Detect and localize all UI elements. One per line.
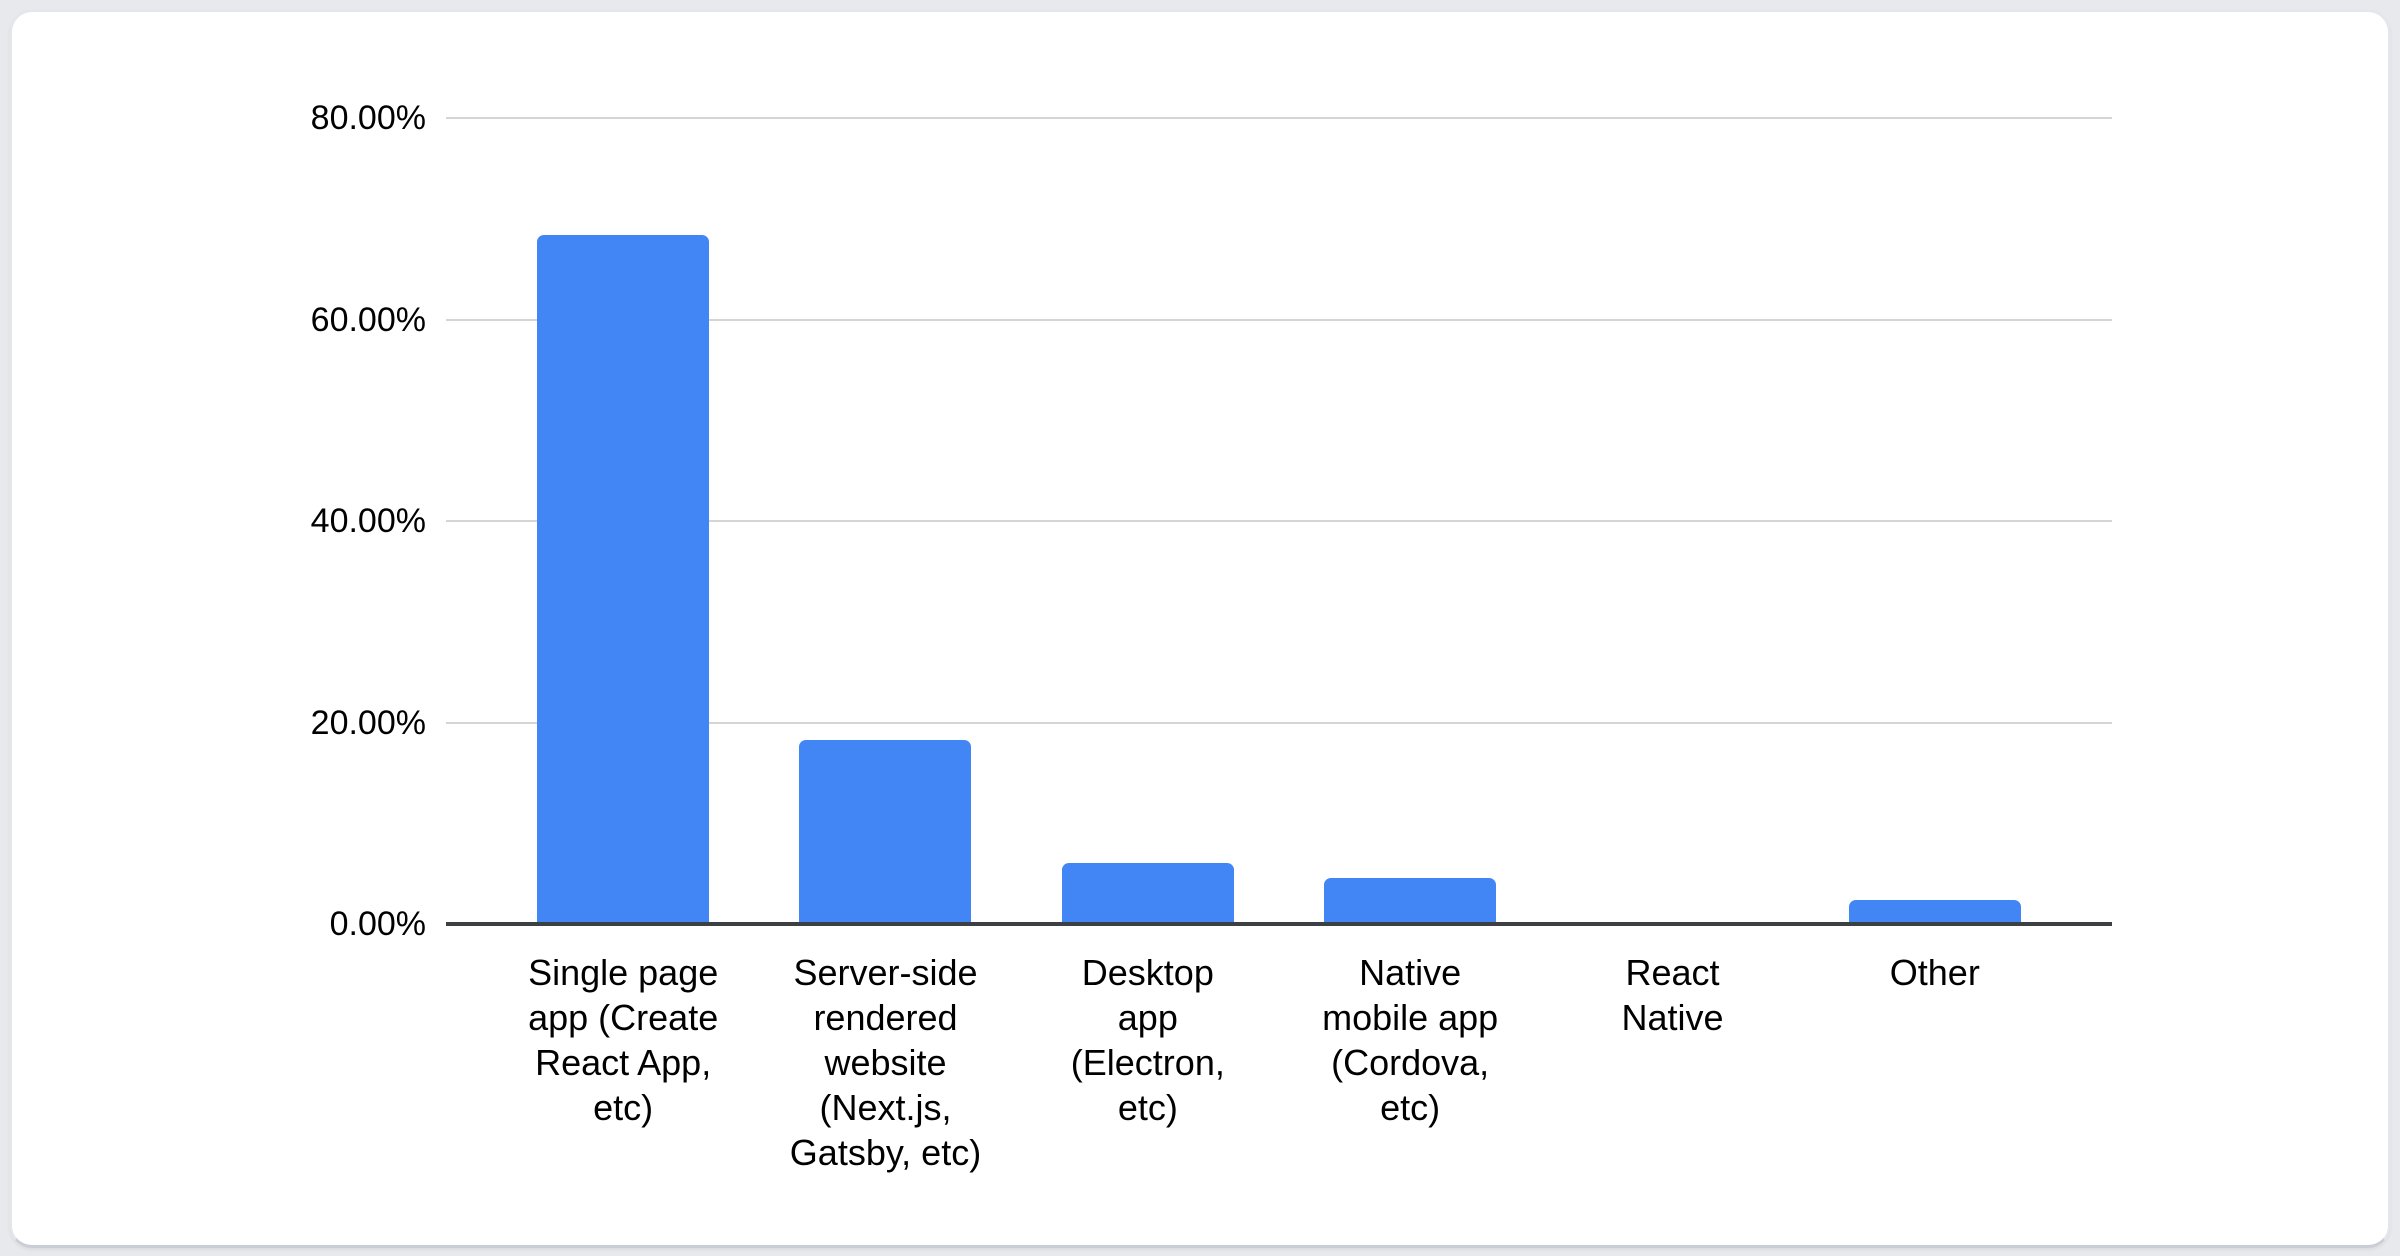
chart-card: 0.00% 20.00% 40.00% 60.00% 80.00% Single pag… xyxy=(10,10,2390,1248)
gridline xyxy=(446,318,2112,321)
bar-slot xyxy=(1541,118,1803,924)
bar-slot xyxy=(754,118,1016,924)
y-axis-tick-label: 40.00% xyxy=(310,502,426,540)
x-axis-labels: Single page app (Create React App, etc) S… xyxy=(446,950,2112,1175)
bar-slot xyxy=(1279,118,1541,924)
bar xyxy=(537,235,710,924)
x-axis-label: Native mobile app (Cordova, etc) xyxy=(1322,952,1499,1128)
gridline xyxy=(446,117,2112,119)
x-axis-line xyxy=(446,922,2112,926)
bar-slot xyxy=(492,118,754,924)
bar xyxy=(1324,878,1497,924)
gridline xyxy=(446,520,2112,522)
x-axis-label: Other xyxy=(1889,952,1980,993)
y-axis-tick-label: 60.00% xyxy=(310,300,426,339)
bar-slot xyxy=(1017,118,1279,924)
bar-slot xyxy=(1804,118,2066,924)
x-axis-label: Single page app (Create React App, etc) xyxy=(528,952,719,1128)
gridline xyxy=(446,721,2112,724)
bar-chart-plot-area: 0.00% 20.00% 40.00% 60.00% 80.00% xyxy=(311,99,2112,943)
bar xyxy=(1848,900,2021,924)
x-axis-label: React Native xyxy=(1621,952,1724,1038)
bar xyxy=(1061,863,1234,924)
y-axis-tick-label: 0.00% xyxy=(329,905,426,943)
bar xyxy=(799,740,972,924)
bars-row xyxy=(446,118,2112,924)
y-axis-tick-label: 20.00% xyxy=(310,703,426,742)
x-axis-label: Server-side rendered website (Next.js, G… xyxy=(789,952,982,1173)
x-axis-label: Desktop app (Electron, etc) xyxy=(1070,952,1225,1128)
y-axis-tick-label: 80.00% xyxy=(310,99,426,137)
